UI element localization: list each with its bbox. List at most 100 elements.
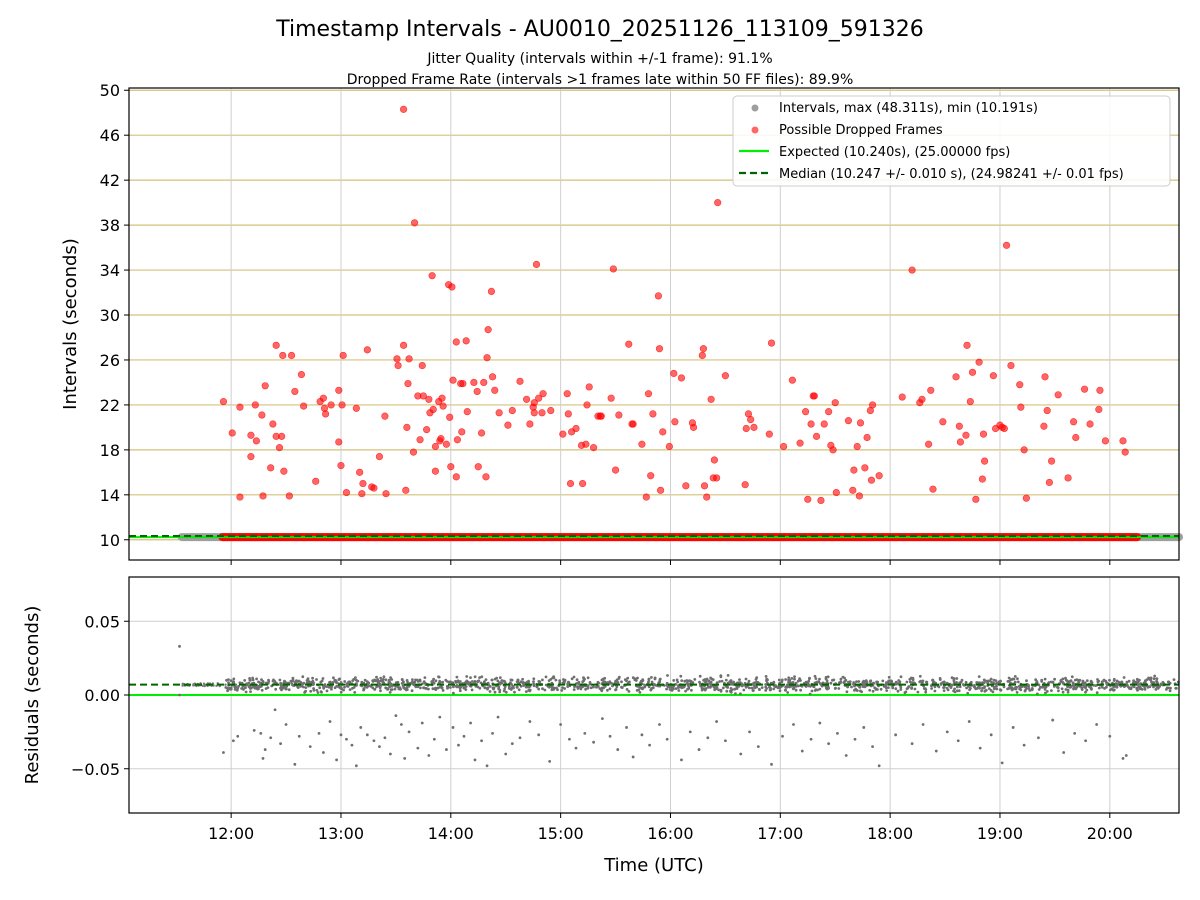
- residual-point: [1085, 688, 1089, 692]
- residual-outlier-point: [844, 754, 848, 757]
- residual-point: [620, 680, 623, 684]
- residual-point: [519, 680, 523, 684]
- residual-point: [942, 686, 945, 689]
- residual-point: [592, 685, 595, 689]
- intervals-x-axis: [230, 560, 1111, 565]
- dropped-frame-point: [566, 479, 575, 488]
- legend-label-expected: Expected (10.240s), (25.00000 fps): [779, 145, 1010, 160]
- residual-point: [725, 689, 729, 693]
- residual-point: [988, 679, 992, 683]
- residual-point: [807, 679, 811, 683]
- dropped-frame-point: [611, 466, 620, 474]
- residuals-x-label: Time (UTC): [603, 855, 704, 876]
- residuals-x-axis: 12:00 13:00 14:00 15:00 16:00 17:00 18:00 19:00…: [208, 813, 1133, 843]
- residual-point: [486, 687, 489, 691]
- dropped-frame-point: [251, 401, 259, 409]
- dropped-frame-point: [968, 368, 977, 376]
- residual-point: [760, 686, 764, 689]
- dropped-frame-point: [1069, 418, 1078, 426]
- residual-point: [480, 675, 484, 679]
- residual-point: [786, 691, 790, 694]
- residual-point: [709, 685, 712, 689]
- residual-outlier-point: [403, 757, 407, 760]
- residual-point: [1024, 685, 1028, 689]
- residual-point: [672, 679, 676, 682]
- residual-point: [1140, 687, 1144, 691]
- residual-point: [547, 679, 551, 682]
- residual-point: [528, 689, 532, 693]
- dropped-frame-point: [399, 341, 408, 349]
- dropped-frame-point: [1086, 420, 1094, 428]
- residual-point: [321, 677, 325, 680]
- residual-point: [647, 685, 651, 689]
- dropped-frame-point: [1007, 361, 1015, 370]
- residual-point: [521, 677, 524, 681]
- intervals-y-tick-label: 30: [100, 306, 120, 325]
- dropped-frame-point: [963, 341, 971, 349]
- dropped-frame-point: [409, 448, 418, 456]
- dropped-frame-point: [861, 464, 869, 472]
- residual-point: [595, 685, 599, 689]
- residual-point: [933, 685, 937, 689]
- residual-point: [1016, 680, 1020, 684]
- residual-point: [907, 685, 910, 689]
- dropped-frame-point: [259, 492, 267, 500]
- residual-point: [273, 679, 276, 683]
- residual-point: [733, 687, 736, 691]
- residual-point: [938, 678, 942, 681]
- legend-label-intervals: Intervals, max (48.311s), min (10.191s): [779, 101, 1038, 116]
- residual-point: [608, 680, 612, 683]
- residual-outlier-point: [178, 693, 181, 697]
- dropped-frame-point: [825, 408, 833, 416]
- dropped-frame-point: [1121, 448, 1129, 456]
- residual-point: [238, 681, 242, 685]
- residual-point: [719, 675, 723, 679]
- dropped-frame-point: [236, 493, 244, 501]
- residual-point: [226, 689, 230, 693]
- residual-outlier-point: [365, 733, 369, 737]
- residual-outlier-point: [263, 748, 267, 751]
- residual-outlier-point: [1037, 736, 1040, 740]
- intervals-y-tick-label: 38: [100, 216, 120, 235]
- dropped-frame-point: [713, 474, 721, 482]
- dropped-frame-point: [564, 410, 572, 418]
- dropped-frame-point: [1119, 437, 1127, 445]
- residual-point: [890, 680, 893, 683]
- dropped-frame-point: [363, 346, 371, 354]
- residual-point: [1105, 682, 1109, 686]
- residual-point: [603, 685, 607, 688]
- residual-point: [483, 686, 487, 690]
- residual-point: [886, 686, 890, 689]
- residual-outlier-point: [284, 723, 288, 726]
- residual-point: [793, 675, 796, 678]
- residual-outlier-point: [989, 733, 993, 737]
- residual-point: [493, 690, 497, 694]
- dropped-frame-point: [898, 393, 906, 401]
- residual-point: [1095, 691, 1099, 695]
- residual-outlier-point: [372, 739, 376, 743]
- residual-point: [608, 687, 612, 691]
- dropped-frame-point: [280, 467, 288, 475]
- dropped-frame-point: [272, 341, 280, 349]
- residual-outlier-point: [359, 726, 363, 729]
- intervals-y-tick-label: 46: [100, 126, 120, 145]
- residual-point: [1047, 681, 1051, 684]
- dropped-frame-point: [853, 442, 861, 451]
- residual-point: [306, 678, 310, 682]
- residual-point: [955, 689, 959, 693]
- residual-outlier-point: [921, 723, 925, 726]
- dropped-frame-point: [459, 379, 467, 388]
- residual-point: [400, 682, 404, 685]
- residual-outlier-point: [1000, 761, 1004, 765]
- residual-point: [698, 674, 702, 678]
- dropped-frame-point: [563, 390, 571, 398]
- dropped-frame-point: [236, 403, 244, 411]
- intervals-series: [129, 105, 1183, 542]
- dropped-frame-point: [741, 481, 749, 489]
- residual-point: [411, 678, 414, 682]
- residual-point: [718, 680, 721, 683]
- residual-point: [538, 680, 542, 684]
- dropped-frame-point: [522, 395, 531, 403]
- residual-point: [643, 685, 647, 689]
- residual-point: [233, 685, 237, 689]
